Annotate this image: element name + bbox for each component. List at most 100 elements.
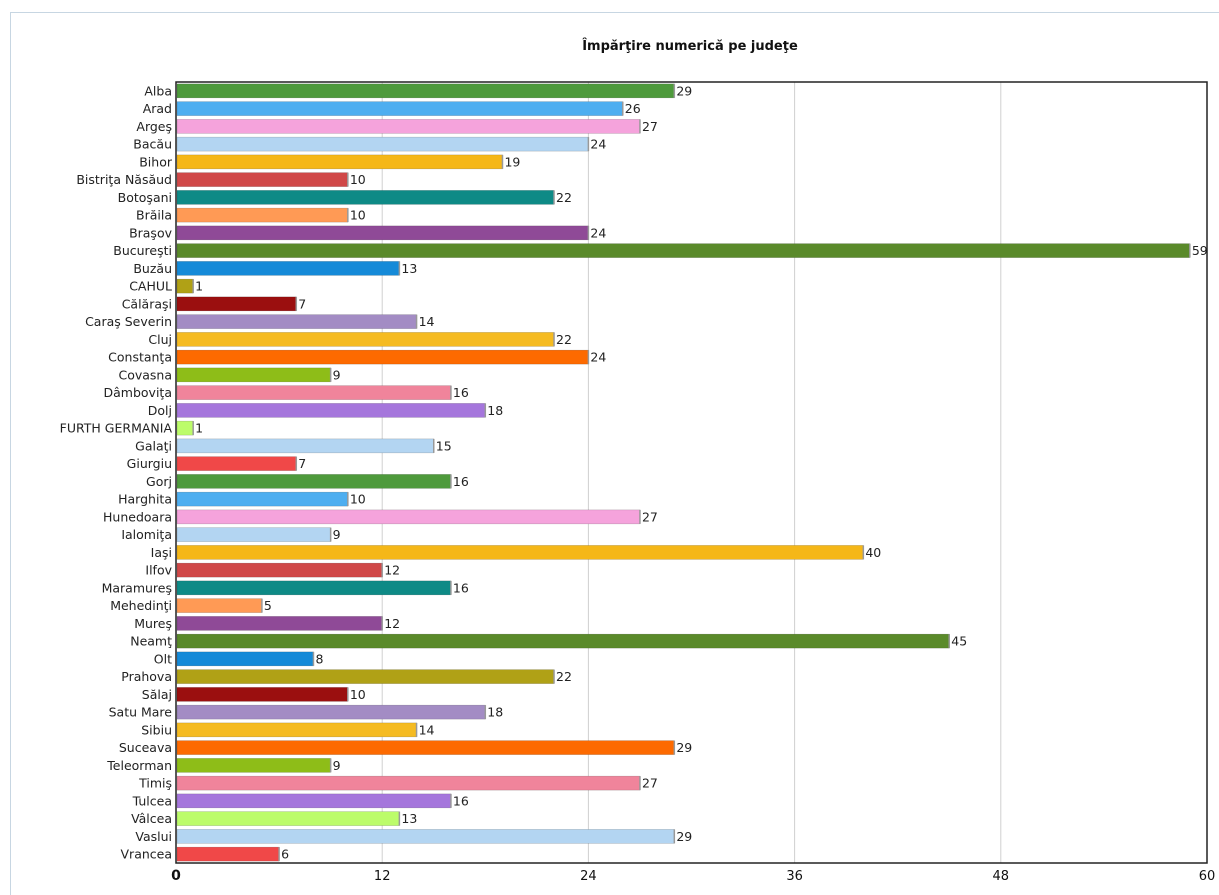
bar <box>176 722 417 738</box>
category-label: FURTH GERMANIA <box>60 421 173 436</box>
category-labels: Alba Arad Argeş Bacău Bihor Bistriţa Năsăud Bo… <box>60 83 173 861</box>
bar <box>176 367 331 383</box>
value-label: 29 <box>676 829 692 844</box>
category-label: Mehedinţi <box>110 598 172 613</box>
bar <box>176 190 555 205</box>
category-label: Braşov <box>129 225 173 240</box>
value-label: 27 <box>642 119 658 134</box>
value-label: 7 <box>298 456 306 471</box>
value-label: 16 <box>453 793 469 808</box>
bar <box>176 758 331 773</box>
category-label: Bucureşti <box>113 243 172 258</box>
bars <box>176 83 1191 862</box>
category-label: Brăila <box>136 208 172 223</box>
bar <box>176 775 641 791</box>
category-label: Timiş <box>138 776 172 791</box>
category-label: Vrancea <box>121 847 173 862</box>
bar <box>176 616 383 631</box>
category-label: Tulcea <box>132 793 172 808</box>
bar <box>176 332 555 347</box>
category-label: Bistriţa Năsăud <box>76 172 172 187</box>
value-label: 45 <box>951 634 967 649</box>
value-label: 19 <box>504 154 520 169</box>
bar <box>176 83 675 99</box>
value-label: 22 <box>556 332 572 347</box>
category-label: Alba <box>144 83 172 98</box>
category-label: Sibiu <box>141 722 172 737</box>
bar <box>176 207 349 223</box>
value-label: 13 <box>401 811 417 826</box>
bar <box>176 545 864 560</box>
category-label: Dolj <box>148 403 172 418</box>
bar <box>176 509 641 525</box>
value-label: 24 <box>590 137 606 152</box>
x-tick-label: 12 <box>374 869 391 884</box>
bar <box>176 633 950 649</box>
bar <box>176 243 1191 258</box>
category-label: Călăraşi <box>122 296 172 311</box>
category-label: Gorj <box>146 474 172 489</box>
category-label: Satu Mare <box>109 705 173 720</box>
bar <box>176 456 297 471</box>
category-label: Argeş <box>136 119 172 134</box>
value-label: 22 <box>556 190 572 205</box>
bar <box>176 793 452 809</box>
bar <box>176 740 675 755</box>
value-label: 14 <box>419 722 435 737</box>
value-label: 16 <box>453 474 469 489</box>
value-label: 18 <box>487 403 503 418</box>
value-label: 16 <box>453 580 469 595</box>
value-label: 27 <box>642 509 658 524</box>
category-label: CAHUL <box>129 279 172 294</box>
category-label: Botoşani <box>118 190 172 205</box>
category-label: Constanţa <box>108 350 172 365</box>
bar <box>176 261 400 276</box>
value-label: 6 <box>281 847 289 862</box>
category-label: Mureş <box>134 616 172 631</box>
bar <box>176 278 194 294</box>
value-label: 10 <box>350 208 366 223</box>
bar <box>176 811 400 826</box>
value-label: 9 <box>333 367 341 382</box>
value-label: 15 <box>436 438 452 453</box>
value-label: 40 <box>865 545 881 560</box>
value-label: 24 <box>590 225 606 240</box>
category-label: Cluj <box>148 332 172 347</box>
value-label: 14 <box>419 314 435 329</box>
category-label: Bihor <box>139 154 173 169</box>
bar <box>176 687 349 702</box>
bar <box>176 562 383 578</box>
bar <box>176 314 417 329</box>
bar <box>176 669 555 684</box>
category-label: Galaţi <box>135 438 172 453</box>
category-label: Ialomiţa <box>121 527 172 542</box>
category-label: Dâmboviţa <box>104 385 172 400</box>
bar <box>176 225 589 241</box>
category-label: Hunedoara <box>103 509 172 524</box>
category-label: Buzău <box>133 261 172 276</box>
x-axis-ticks: 0 12 24 36 48 60 <box>171 868 1215 884</box>
value-label: 13 <box>401 261 417 276</box>
bar <box>176 598 263 613</box>
value-label: 9 <box>333 758 341 773</box>
value-label: 22 <box>556 669 572 684</box>
value-label: 12 <box>384 563 400 578</box>
value-label: 29 <box>676 83 692 98</box>
bar <box>176 136 589 152</box>
value-label: 59 <box>1192 243 1208 258</box>
value-label: 10 <box>350 172 366 187</box>
category-label: Covasna <box>118 367 172 382</box>
category-label: Sălaj <box>142 687 172 702</box>
x-tick-label: 36 <box>786 869 803 884</box>
value-label: 26 <box>625 101 641 116</box>
value-label: 18 <box>487 705 503 720</box>
value-label: 12 <box>384 616 400 631</box>
bar <box>176 527 331 542</box>
chart-title: Împărţire numerică pe judeţe <box>582 38 798 54</box>
category-label: Arad <box>143 101 172 116</box>
value-label: 5 <box>264 598 272 613</box>
value-labels: 2926272419102210245913171422249161811571… <box>195 83 1208 861</box>
value-label: 8 <box>315 651 323 666</box>
plot-border <box>175 81 1208 864</box>
category-label: Neamţ <box>130 634 172 649</box>
